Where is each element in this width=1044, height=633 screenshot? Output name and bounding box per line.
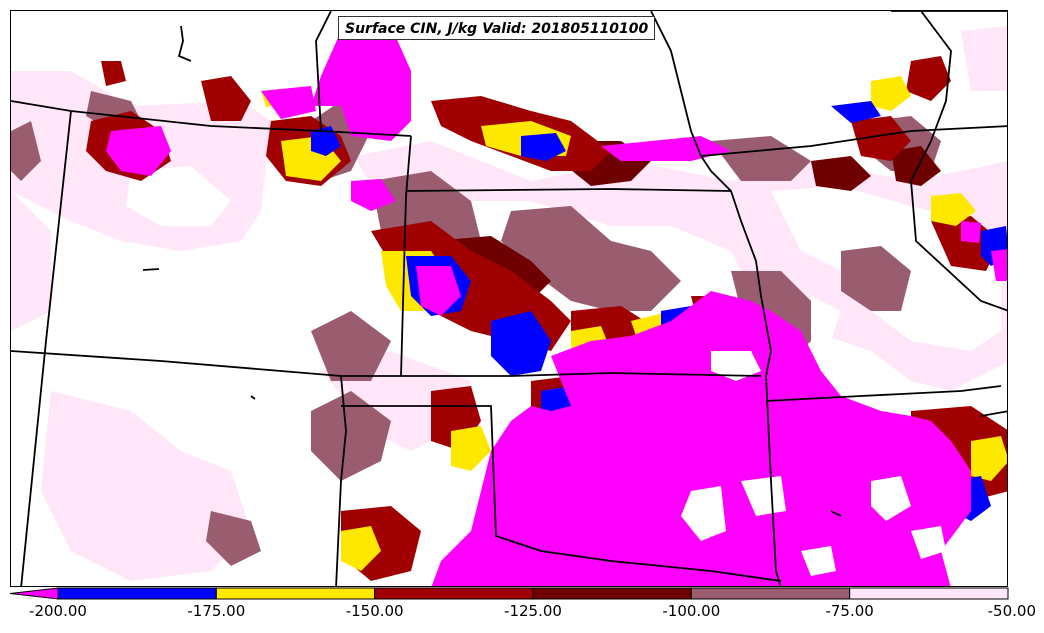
colorbar-bin [374, 587, 534, 600]
colorbar-tick-label: -100.00 [662, 602, 721, 620]
colorbar [9, 587, 1009, 600]
colorbar-bin [690, 587, 851, 600]
colorbar-tick-label: -150.00 [345, 602, 404, 620]
cin-field-map [11, 11, 1007, 586]
colorbar-bin [215, 587, 376, 600]
colorbar-tick-label: -175.00 [187, 602, 246, 620]
state-boundaries [11, 11, 1007, 586]
cin-band-magenta [106, 26, 1007, 586]
colorbar-bin [532, 587, 692, 600]
cin-holes [681, 351, 946, 576]
colorbar-bin [57, 587, 217, 600]
colorbar-tick-label: -125.00 [504, 602, 562, 620]
colorbar-below-min-triangle [9, 587, 59, 600]
map-title: Surface CIN, J/kg Valid: 201805110100 [338, 16, 656, 40]
colorbar-bin [849, 587, 1009, 600]
colorbar-tick-label: -200.00 [29, 602, 87, 620]
colorbar-tick-label: -50.00 [987, 602, 1036, 620]
map-panel [10, 10, 1008, 587]
colorbar-tick-label: -75.00 [825, 602, 874, 620]
